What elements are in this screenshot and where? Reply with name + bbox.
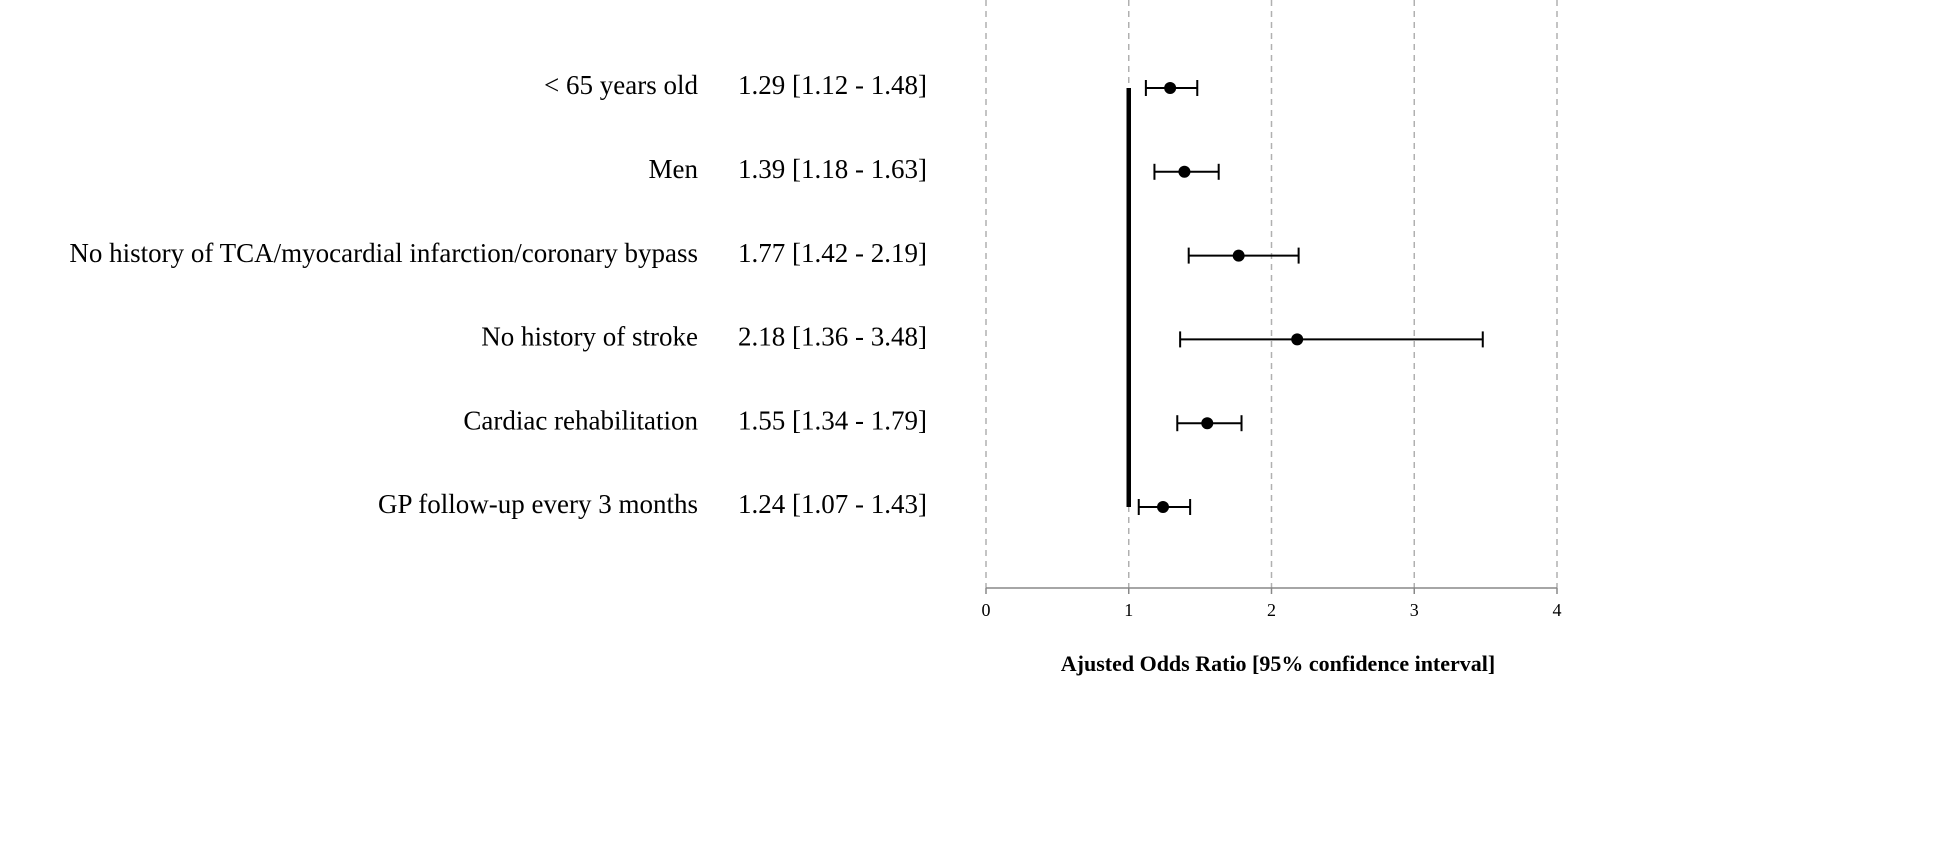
row-label: No history of TCA/myocardial infarction/…: [69, 238, 698, 268]
x-tick-label: 4: [1553, 600, 1562, 620]
point-estimate: [1164, 82, 1177, 94]
x-axis-title: Ajusted Odds Ratio [95% confidence inter…: [1061, 651, 1495, 676]
row-label: No history of stroke: [481, 322, 698, 352]
point-estimate: [1178, 165, 1191, 178]
x-tick-label: 3: [1410, 600, 1419, 620]
estimate-label: 2.18 [1.36 - 3.48]: [738, 322, 927, 352]
row-label: Men: [649, 154, 699, 184]
estimate-label: 1.24 [1.07 - 1.43]: [738, 489, 927, 519]
point-estimate: [1201, 417, 1214, 430]
x-tick-label: 0: [982, 600, 991, 620]
x-tick-label: 2: [1267, 600, 1276, 620]
point-estimate: [1232, 249, 1245, 262]
estimate-label: 1.55 [1.34 - 1.79]: [738, 405, 927, 435]
estimate-label: 1.77 [1.42 - 2.19]: [738, 238, 927, 268]
estimate-label: 1.39 [1.18 - 1.63]: [738, 154, 927, 184]
x-tick-label: 1: [1124, 600, 1133, 620]
row-label: < 65 years old: [544, 70, 698, 100]
row-label: GP follow-up every 3 months: [378, 489, 698, 519]
point-estimate: [1157, 501, 1170, 513]
point-estimate: [1291, 333, 1304, 346]
row-label: Cardiac rehabilitation: [463, 405, 698, 435]
estimate-label: 1.29 [1.12 - 1.48]: [738, 70, 927, 100]
